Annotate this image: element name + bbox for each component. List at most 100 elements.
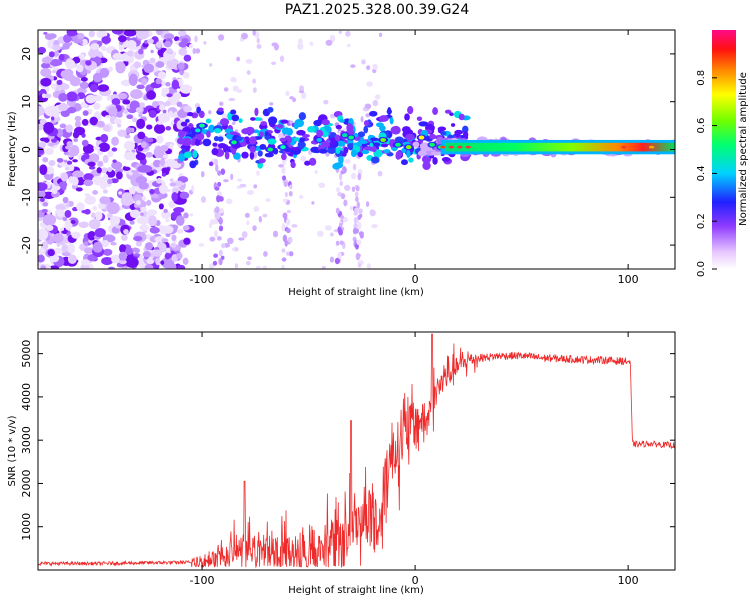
spectrogram-noise-blob (41, 93, 46, 99)
spectrogram-noise-blob (58, 53, 65, 61)
spectrogram-noise-blob (65, 203, 70, 208)
spectrogram-faint-blob (317, 230, 324, 237)
spectrogram-noise-blob (59, 227, 65, 231)
spectrogram-noise-blob (156, 179, 162, 184)
colorbar: 0.0 0.2 0.4 0.6 0.8 Normalized spectral ampl… (696, 30, 749, 277)
spectrogram-signal-blob (208, 124, 215, 133)
spectrogram-signal-blob (254, 107, 259, 117)
spectrogram-signal-blob (334, 134, 341, 143)
spectrogram-noise-blob (63, 159, 68, 163)
spectrogram-streak-blob (357, 208, 363, 214)
spectrogram-noise-blob (165, 48, 173, 55)
spectrogram-noise-blob (183, 54, 192, 62)
spectrogram-noise-blob (166, 93, 173, 98)
spectrogram-noise-blob (61, 244, 68, 253)
spectrogram-signal-blob (258, 158, 266, 164)
spectrogram-y-ticks: -20 -10 0 10 20 (20, 47, 675, 254)
spectrogram-streak-blob (212, 260, 218, 266)
spectrogram-noise-blob (132, 247, 138, 252)
spectrogram-signal-blob (187, 111, 194, 117)
spectrogram-noise-blob (166, 58, 180, 70)
spectrogram-noise-blob (146, 256, 155, 265)
spectrogram-noise-blob (128, 73, 138, 86)
spectrogram-signal-blob (421, 155, 432, 164)
spectrogram-noise-blob (87, 161, 96, 167)
spectrogram-faint-blob (228, 97, 236, 102)
spectrogram-signal-blob (449, 112, 454, 117)
spectrogram-faint-blob (265, 198, 271, 202)
spectrogram-noise-blob (92, 189, 99, 195)
spectrogram-streak-blob (217, 181, 222, 187)
spectrogram-signal-blob (206, 130, 211, 138)
spectrogram-noise-blob (38, 141, 47, 148)
spectrogram-streak-blob (339, 180, 344, 187)
spectrogram-noise-blob (92, 176, 104, 183)
spectrogram-streak-blob (351, 186, 356, 193)
spectrogram-noise-blob (123, 151, 137, 161)
spectrogram-noise-blob (38, 106, 46, 116)
spectrogram-signal-blob (401, 159, 408, 164)
spectrogram-signal-blob (440, 131, 447, 136)
spectrogram-signal-blob (316, 129, 324, 138)
spectrogram-noise-blob (143, 63, 155, 74)
spectrogram-noise-blob (65, 145, 72, 150)
spectrogram-signal-blob (224, 151, 230, 160)
spectrogram-noise-blob (52, 44, 62, 51)
spectrogram-noise-blob (75, 187, 83, 192)
spectrogram-streak-blob (355, 185, 360, 192)
spectrogram-noise-blob (142, 251, 151, 258)
spectrogram-noise-blob (102, 240, 110, 248)
spectrogram-noise-blob (77, 32, 85, 40)
spectrogram-streak-blob (340, 193, 346, 200)
spectrogram-streak-blob (338, 228, 343, 236)
colorbar-tick-label: 0.0 (696, 261, 707, 277)
spectrogram-noise-blob (97, 84, 110, 92)
spectrogram-faint-blob (309, 41, 314, 46)
spectrogram-signal-blob (229, 131, 238, 136)
spectrogram-signal-blob (258, 131, 264, 138)
spectrogram-noise-blob (102, 248, 113, 256)
spectrogram-noise-blob (145, 151, 153, 158)
spectrogram-faint-blob (188, 43, 194, 49)
spectrogram-noise-blob (85, 94, 97, 104)
spectrogram-noise-blob (168, 110, 174, 118)
spectrogram-noise-blob (149, 57, 156, 65)
spectrogram-signal-blob (432, 107, 438, 116)
spectrogram-noise-blob (113, 254, 120, 259)
spectrogram-noise-blob (140, 78, 148, 86)
spectrogram-faint-blob (239, 183, 247, 188)
spectrogram-noise-blob (182, 257, 189, 266)
spectrogram-noise-blob (87, 230, 97, 241)
spectrogram-noise-blob (183, 105, 192, 113)
spectrogram-noise-blob (81, 210, 88, 214)
spectrogram-noise-blob (119, 244, 127, 254)
spectrogram-signal-blob (357, 151, 364, 158)
spectrogram-faint-blob (365, 113, 371, 118)
snr-y-tick-label: 3000 (20, 426, 33, 454)
spectrogram-noise-blob (67, 106, 77, 114)
spectrogram-noise-blob (83, 247, 95, 254)
spectrogram-signal-blob (304, 160, 311, 166)
spectrogram-faint-blob (208, 63, 213, 67)
spectrogram-signal-blob (296, 129, 306, 136)
spectrogram-streak-blob (338, 173, 343, 181)
spectrogram-noise-blob (160, 144, 169, 152)
spectrogram-noise-blob (178, 30, 187, 37)
spectrogram-noise-blob (163, 208, 168, 214)
spectrogram-noise-blob (67, 243, 76, 254)
spectrogram-streak-blob (355, 228, 359, 234)
spectrogram-signal-blob (241, 151, 249, 159)
spectrogram-streak-blob (213, 230, 219, 238)
spectrogram-streak-blob (356, 239, 362, 246)
spectrogram-y-tick-label: -10 (20, 188, 33, 206)
spectrogram-faint-blob (230, 173, 234, 181)
spectrogram-faint-blob (209, 218, 217, 225)
spectrogram-noise-blob (135, 200, 141, 206)
spectrogram-signal-blob (185, 127, 190, 132)
spectrogram-faint-blob (350, 64, 356, 68)
spectrogram-streak-blob (354, 207, 358, 213)
spectrogram-noise-blob (100, 45, 107, 52)
spectrogram-streak-blob (220, 168, 226, 175)
snr-series-line (38, 333, 675, 569)
snr-y-ticks: 1000 2000 3000 4000 5000 (20, 340, 675, 541)
